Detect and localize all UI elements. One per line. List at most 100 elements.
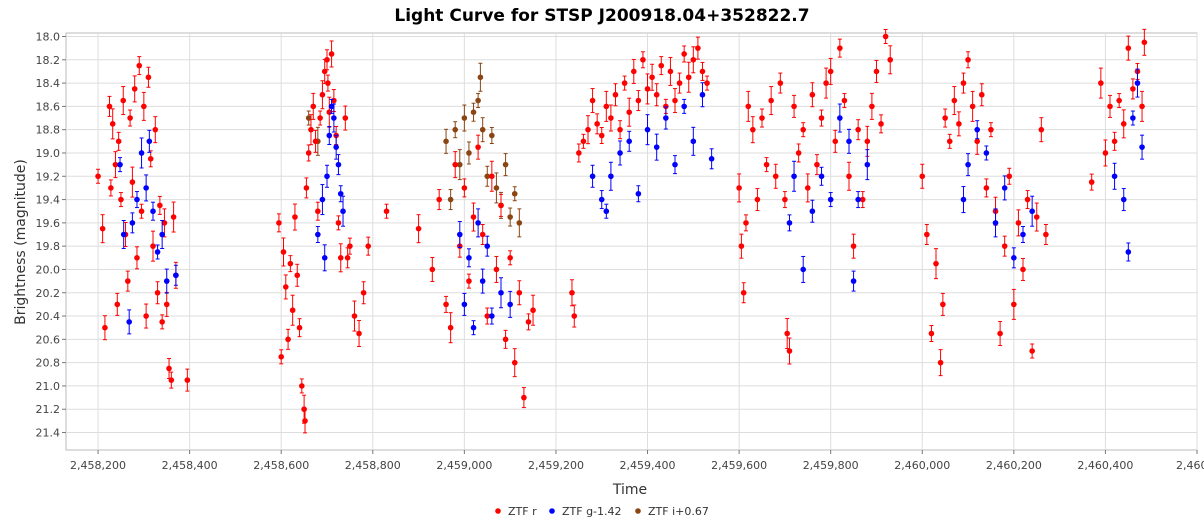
data-point <box>507 214 513 220</box>
data-point <box>326 132 333 139</box>
data-point <box>136 62 143 69</box>
data-point <box>672 161 678 168</box>
data-point <box>965 161 971 168</box>
data-point <box>699 91 706 98</box>
data-point <box>150 208 156 215</box>
data-point <box>170 214 177 220</box>
y-tick-label: 18.0 <box>36 30 61 43</box>
data-point <box>525 319 532 325</box>
data-point <box>324 56 330 63</box>
data-point <box>507 301 513 308</box>
data-point <box>305 150 312 156</box>
data-point <box>608 115 614 121</box>
data-point <box>690 56 697 63</box>
data-point <box>1029 348 1035 354</box>
data-point <box>447 196 454 203</box>
data-point <box>452 126 459 133</box>
data-point <box>745 103 752 110</box>
data-point <box>924 231 930 238</box>
data-point <box>321 255 328 261</box>
y-tick-label: 19.8 <box>36 240 61 253</box>
y-tick-label: 19.6 <box>36 217 61 230</box>
x-tick-label: 2,458,600 <box>253 459 309 472</box>
data-point <box>143 313 149 319</box>
data-point <box>324 173 330 180</box>
data-point <box>1120 121 1127 127</box>
y-tick-label: 21.0 <box>36 380 61 393</box>
data-point <box>287 260 294 267</box>
data-point <box>589 97 596 104</box>
data-point <box>887 56 894 63</box>
data-point <box>823 80 829 86</box>
data-point <box>795 150 802 156</box>
data-point <box>429 266 436 273</box>
data-point <box>456 161 463 168</box>
data-point <box>1120 196 1127 203</box>
data-point <box>163 301 170 308</box>
data-point <box>850 243 857 249</box>
data-point <box>569 289 575 296</box>
data-point <box>507 255 513 261</box>
data-point <box>112 161 119 168</box>
data-point <box>951 97 958 104</box>
legend-item: ZTF r <box>495 505 537 518</box>
data-point <box>571 313 578 319</box>
grid-lines <box>66 33 1198 450</box>
series-ztf-r <box>95 28 1148 434</box>
x-tick-label: 2,459,400 <box>620 459 676 472</box>
data-point <box>750 126 756 133</box>
legend-label: ZTF i+0.67 <box>648 505 709 518</box>
data-point <box>157 202 163 209</box>
data-point <box>127 115 133 121</box>
data-point <box>1116 97 1122 104</box>
data-point <box>800 126 807 133</box>
data-point <box>837 45 843 51</box>
data-point <box>131 86 138 92</box>
legend-marker <box>495 508 501 514</box>
data-point <box>315 231 321 238</box>
data-point <box>626 109 633 116</box>
data-point <box>649 74 655 81</box>
data-point <box>827 68 834 75</box>
data-point <box>809 91 816 98</box>
data-point <box>635 190 642 197</box>
legend-label: ZTF r <box>508 505 537 518</box>
data-point <box>117 161 123 168</box>
x-tick-label: 2,460,000 <box>894 459 950 472</box>
data-point <box>690 138 697 145</box>
data-point <box>837 115 843 121</box>
data-point <box>328 103 335 110</box>
data-point <box>310 103 317 110</box>
data-point <box>1020 231 1026 238</box>
data-point <box>1029 208 1035 215</box>
data-point <box>280 249 287 255</box>
y-axis: 18.0 18.2 18.4 18.6 18.8 19.0 19.2 19.4 19.6 19.8… <box>36 30 66 440</box>
data-point <box>1006 173 1013 180</box>
data-point <box>152 126 159 133</box>
data-point <box>493 266 500 273</box>
data-point <box>106 103 113 110</box>
chart-title: Light Curve for STSP J200918.04+352822.7 <box>394 6 809 26</box>
data-point <box>154 289 161 296</box>
data-point <box>626 138 633 145</box>
y-tick-label: 21.2 <box>36 403 61 416</box>
data-point <box>676 80 683 86</box>
y-tick-label: 21.4 <box>36 427 61 440</box>
data-point <box>983 150 990 156</box>
data-point <box>436 196 442 203</box>
data-point <box>1001 243 1008 249</box>
legend-marker <box>635 508 641 514</box>
data-point <box>470 109 477 116</box>
data-point <box>443 138 449 145</box>
data-point <box>305 115 312 121</box>
data-point <box>126 319 132 325</box>
data-point <box>299 383 305 389</box>
data-point <box>475 220 481 226</box>
x-tick-label: 2,459,000 <box>436 459 492 472</box>
data-point <box>832 138 839 145</box>
data-point <box>118 196 124 203</box>
data-point <box>1033 214 1040 220</box>
data-point <box>738 243 745 249</box>
data-point <box>940 301 946 308</box>
